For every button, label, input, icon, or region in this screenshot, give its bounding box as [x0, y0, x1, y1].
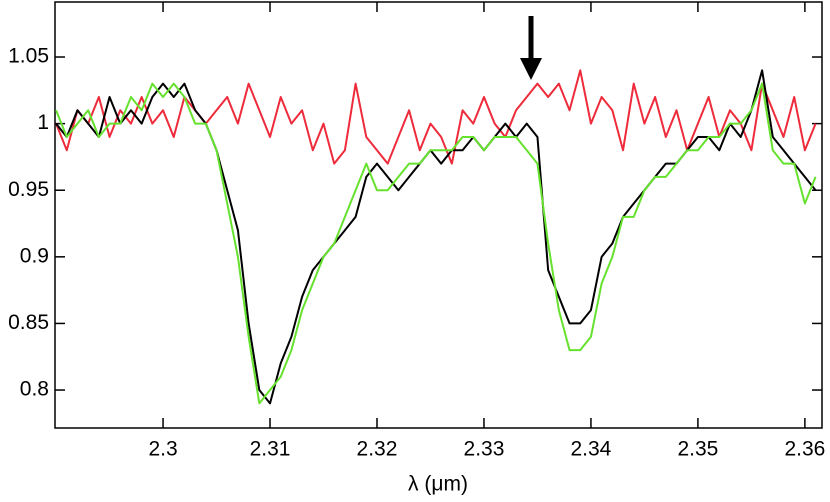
- y-tick-label: 1.05: [8, 45, 49, 68]
- x-tick-label: 2.33: [464, 438, 505, 461]
- y-tick-label: 0.8: [20, 378, 49, 401]
- x-tick-label: 2.34: [570, 438, 611, 461]
- y-tick-label: 0.9: [20, 244, 49, 267]
- x-tick-label: 2.35: [677, 438, 718, 461]
- x-tick-label: 2.31: [250, 438, 291, 461]
- data-line: [55, 82, 817, 405]
- y-tick-label: 1: [37, 111, 49, 134]
- arrow: [520, 16, 542, 80]
- y-tick-label: 0.85: [8, 311, 49, 334]
- x-tick-label: 2.32: [357, 438, 398, 461]
- data-line: [55, 69, 817, 165]
- x-axis-label: λ (μm): [408, 473, 468, 496]
- x-tick-label: 2.3: [148, 438, 177, 461]
- data-line: [55, 69, 817, 405]
- plot-lines: [55, 69, 817, 405]
- plot-frame: [54, 1, 823, 429]
- x-tick-label: 2.36: [784, 438, 825, 461]
- y-tick-label: 0.95: [8, 178, 49, 201]
